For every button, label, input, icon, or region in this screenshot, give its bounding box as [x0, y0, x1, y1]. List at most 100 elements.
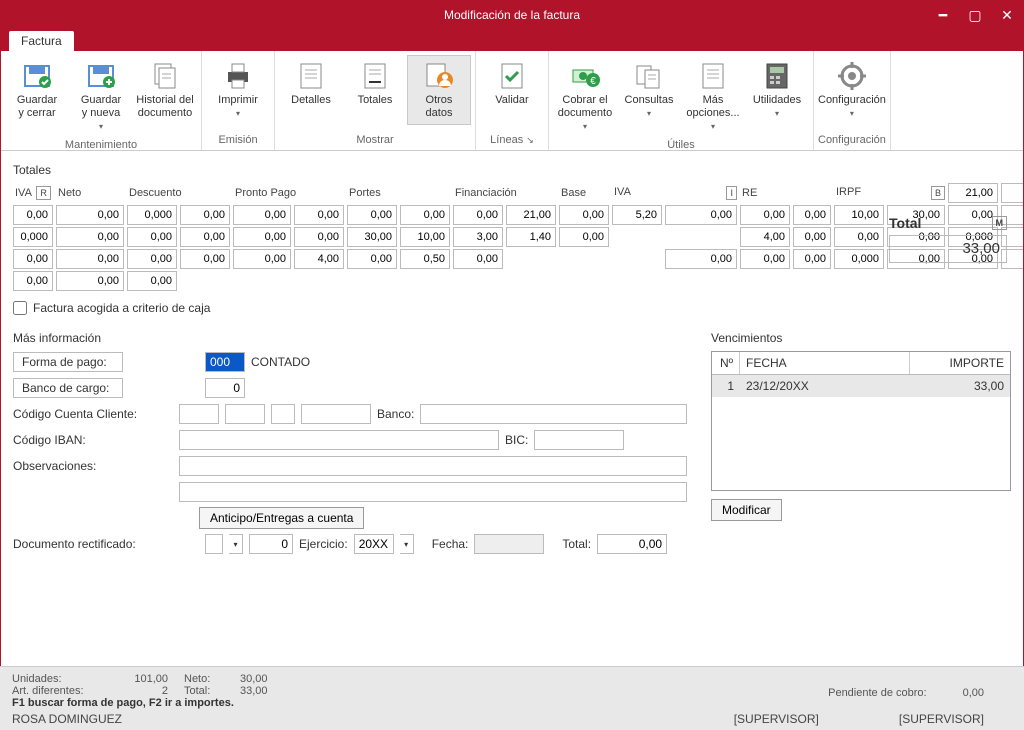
grid-cell[interactable] [400, 205, 450, 225]
grid-cell[interactable] [453, 227, 503, 247]
grid-cell[interactable] [56, 249, 124, 269]
grid-cell[interactable] [400, 227, 450, 247]
grid-cell[interactable] [233, 227, 291, 247]
ejercicio-input[interactable] [354, 534, 394, 554]
grid-cell[interactable] [180, 249, 230, 269]
consultas-button[interactable]: Consultas▾ [617, 55, 681, 124]
grid-cell[interactable] [612, 205, 662, 225]
anticipo-button[interactable]: Anticipo/Entregas a cuenta [199, 507, 364, 529]
grid-cell[interactable] [127, 249, 177, 269]
grid-cell[interactable] [793, 249, 831, 269]
banco-input[interactable] [420, 404, 687, 424]
grid-cell[interactable] [233, 249, 291, 269]
grid-cell[interactable] [665, 205, 737, 225]
grid-cell[interactable] [13, 271, 53, 291]
grid-cell[interactable] [400, 249, 450, 269]
obs-input-2[interactable] [179, 482, 687, 502]
ccc-4[interactable] [301, 404, 371, 424]
grid-cell[interactable] [180, 205, 230, 225]
chevron-down-icon[interactable]: ▾ [400, 534, 414, 554]
tab-factura[interactable]: Factura [9, 31, 74, 51]
grid-cell[interactable] [793, 205, 831, 225]
grid-cell[interactable] [1001, 183, 1023, 203]
rect-total-label: Total: [562, 537, 591, 551]
grid-cell[interactable] [793, 227, 831, 247]
grid-cell[interactable] [180, 227, 230, 247]
chevron-down-icon: ▾ [583, 122, 587, 132]
grid-cell[interactable] [453, 249, 503, 269]
close-icon[interactable]: ✕ [995, 7, 1019, 24]
grid-cell[interactable] [294, 227, 344, 247]
historial-button[interactable]: Historial del documento [133, 55, 197, 125]
grid-cell[interactable] [294, 249, 344, 269]
imprimir-button[interactable]: Imprimir▾ [206, 55, 270, 124]
grid-cell[interactable] [506, 227, 556, 247]
grid-cell[interactable] [559, 205, 609, 225]
grid-cell[interactable] [56, 271, 124, 291]
rect-total-input[interactable] [597, 534, 667, 554]
grid-cell[interactable] [453, 205, 503, 225]
grid-cell[interactable] [56, 205, 124, 225]
totales-button[interactable]: Totales [343, 55, 407, 112]
configuracion-button[interactable]: Configuración▾ [820, 55, 884, 124]
fecha-input[interactable] [474, 534, 544, 554]
modificar-button[interactable]: Modificar [711, 499, 782, 521]
doc-rect-label: Documento rectificado: [13, 537, 173, 551]
grid-cell[interactable] [834, 205, 884, 225]
grid-cell[interactable] [127, 271, 177, 291]
iban-input[interactable] [179, 430, 499, 450]
doc-rect-serie[interactable] [205, 534, 223, 554]
grid-cell[interactable] [559, 227, 609, 247]
ccc-1[interactable] [179, 404, 219, 424]
grid-cell[interactable] [13, 249, 53, 269]
grid-cell[interactable] [834, 227, 884, 247]
grid-cell[interactable] [347, 249, 397, 269]
grid-cell[interactable] [948, 183, 998, 203]
detalles-button[interactable]: Detalles [279, 55, 343, 112]
guardar-cerrar-label: Guardar y cerrar [17, 94, 57, 120]
grid-cell[interactable] [347, 205, 397, 225]
banco-cargo-input[interactable] [205, 378, 245, 398]
otros-datos-icon [423, 60, 455, 92]
guardar-nueva-button[interactable]: Guardar y nueva▾ [69, 55, 133, 137]
obs-input-1[interactable] [179, 456, 687, 476]
doc-rect-num[interactable] [249, 534, 293, 554]
guardar-cerrar-button[interactable]: Guardar y cerrar [5, 55, 69, 125]
forma-pago-code[interactable] [205, 352, 245, 372]
otros-datos-button[interactable]: Otros datos [407, 55, 471, 125]
chevron-down-icon[interactable]: ▾ [229, 534, 243, 554]
grid-cell[interactable] [56, 227, 124, 247]
grid-cell[interactable] [347, 227, 397, 247]
ccc-3[interactable] [271, 404, 295, 424]
grid-cell[interactable] [740, 249, 790, 269]
cobrar-button[interactable]: €Cobrar el documento▾ [553, 55, 617, 137]
grid-cell[interactable] [127, 205, 177, 225]
maximize-icon[interactable]: ▢ [963, 7, 987, 24]
venc-col-importe: IMPORTE [910, 352, 1010, 374]
grid-cell[interactable] [127, 227, 177, 247]
cobrar-icon: € [569, 60, 601, 92]
historial-label: Historial del documento [136, 94, 193, 120]
grid-cell[interactable] [740, 227, 790, 247]
grid-cell[interactable] [233, 205, 291, 225]
bic-input[interactable] [534, 430, 624, 450]
chevron-down-icon: ▾ [236, 109, 240, 119]
configuracion-label: Configuración [818, 94, 886, 107]
mas-opciones-button[interactable]: Más opciones...▾ [681, 55, 745, 137]
grid-cell[interactable] [13, 227, 53, 247]
venc-row[interactable]: 1 23/12/20XX 33,00 [712, 375, 1010, 397]
ccc-2[interactable] [225, 404, 265, 424]
utilidades-button[interactable]: Utilidades▾ [745, 55, 809, 124]
ribbon: Guardar y cerrar Guardar y nueva▾Historia… [1, 51, 1023, 151]
grid-cell[interactable] [665, 249, 737, 269]
validar-button[interactable]: Validar [480, 55, 544, 112]
grid-cell[interactable] [834, 249, 884, 269]
criterio-caja-label: Factura acogida a criterio de caja [33, 301, 210, 315]
criterio-caja-checkbox[interactable] [13, 301, 27, 315]
minimize-icon[interactable]: ━ [931, 7, 955, 24]
grid-cell[interactable] [506, 205, 556, 225]
statusbar: Unidades: 101,00 Neto: 30,00 Art. difere… [0, 666, 1024, 730]
grid-cell[interactable] [294, 205, 344, 225]
grid-cell[interactable] [13, 205, 53, 225]
grid-cell[interactable] [740, 205, 790, 225]
